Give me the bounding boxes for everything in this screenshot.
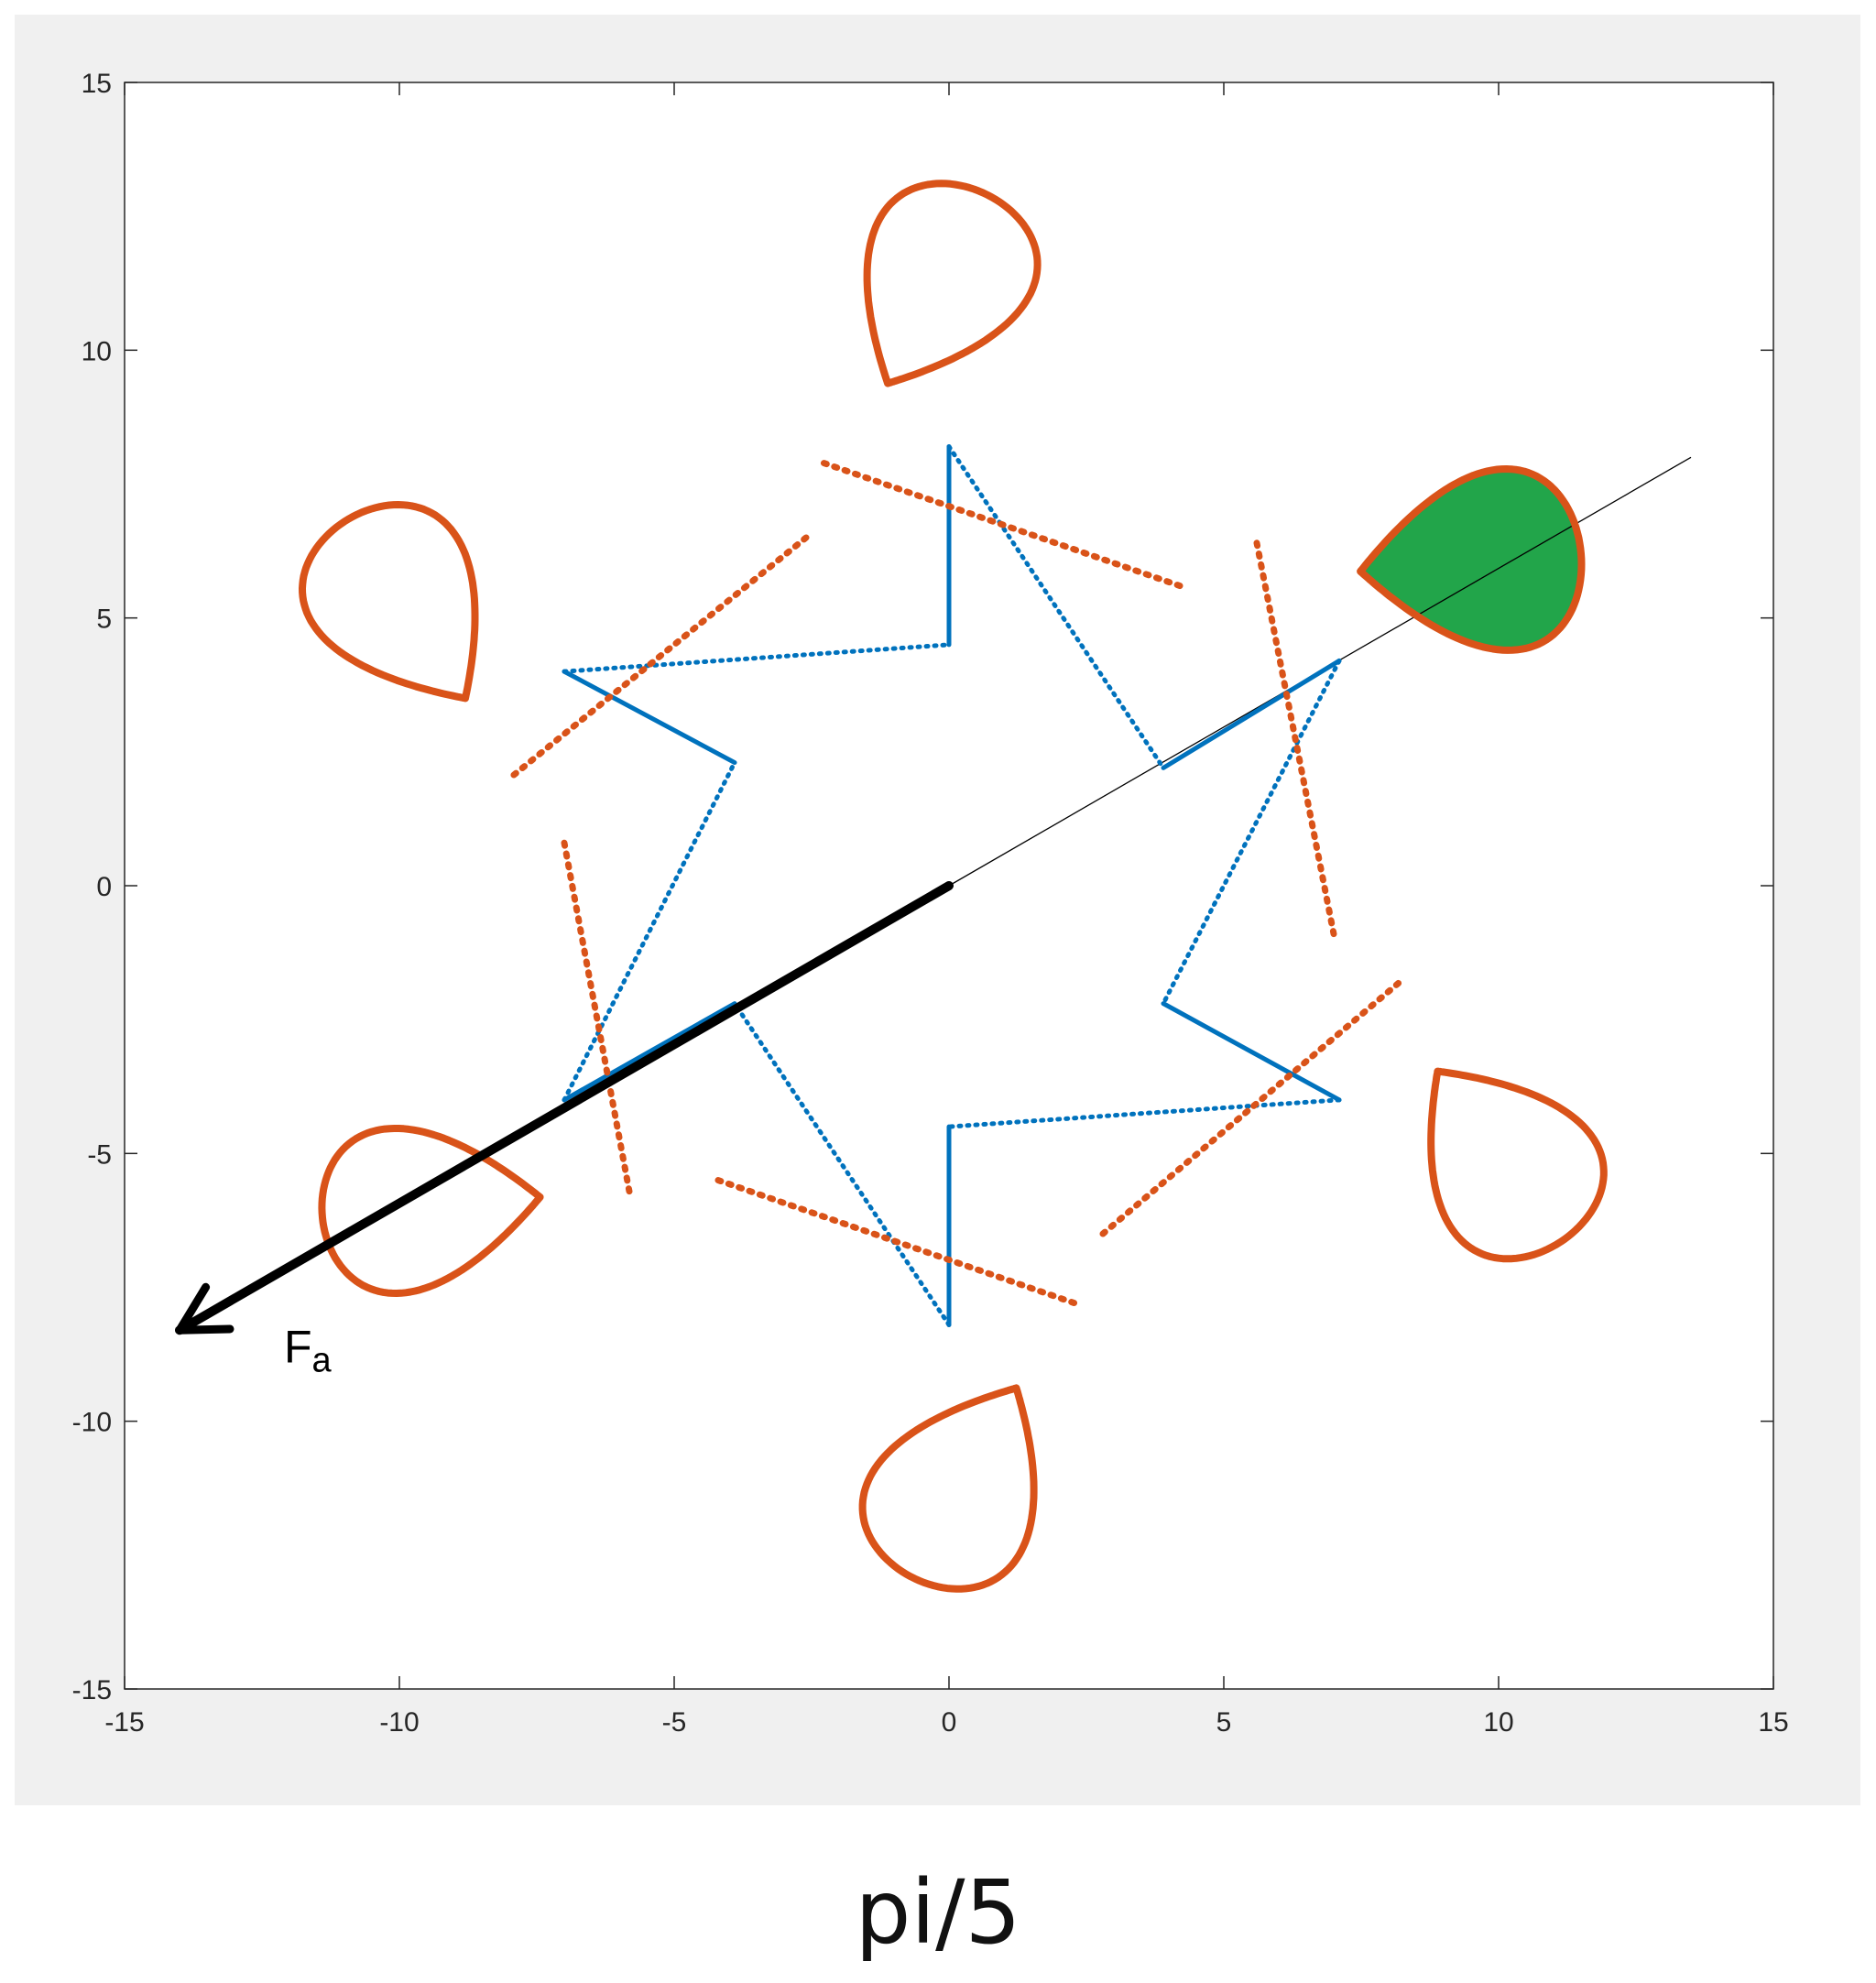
orange-dotted-segment bbox=[1099, 978, 1403, 1237]
data-layer bbox=[299, 180, 1692, 1593]
orange-loop-6 bbox=[1427, 1067, 1608, 1263]
y-tick-label: 5 bbox=[96, 605, 112, 635]
figure-panel: Fa -15 -10 -5 0 5 10 15 15 10 5 0 -5 -10 -15 bbox=[15, 15, 1860, 1805]
orange-dotted-segment bbox=[819, 459, 1183, 590]
blue-solid-segment bbox=[562, 1001, 737, 1103]
arrow-layer: Fa bbox=[175, 881, 954, 1379]
blue-dotted-segment bbox=[946, 1097, 1342, 1129]
x-tick-label: -5 bbox=[662, 1707, 687, 1738]
blue-dotted-segment bbox=[562, 642, 952, 674]
blue-solid-segment bbox=[562, 669, 737, 766]
blue-dotted-segment bbox=[1161, 658, 1342, 1007]
force-label-sub: a bbox=[312, 1341, 333, 1379]
x-tick-label: 5 bbox=[1216, 1707, 1232, 1738]
y-tick-label: 10 bbox=[82, 336, 112, 366]
orange-loop-2 bbox=[863, 180, 1042, 387]
y-tick-label: 15 bbox=[82, 69, 112, 99]
y-tick-label: -10 bbox=[72, 1408, 112, 1438]
force-arrow-head bbox=[175, 1282, 234, 1335]
plot-canvas: Fa -15 -10 -5 0 5 10 15 15 10 5 0 -5 -10 -15 bbox=[72, 69, 1789, 1738]
force-label: Fa bbox=[284, 1321, 333, 1379]
x-tick-label: 15 bbox=[1758, 1707, 1788, 1738]
orange-dotted-segment bbox=[714, 1177, 1079, 1307]
y-tick-label: -15 bbox=[72, 1675, 112, 1705]
orange-dotted-segment bbox=[561, 839, 634, 1200]
x-tick-label: 0 bbox=[942, 1707, 957, 1738]
y-tick-label: 0 bbox=[96, 872, 112, 902]
blue-dotted-segment bbox=[946, 444, 1166, 770]
blue-solid-segment bbox=[1161, 1001, 1342, 1103]
force-arrow-shaft bbox=[175, 881, 954, 1335]
orange-dotted-segment bbox=[1253, 539, 1337, 938]
x-tick-label: -15 bbox=[104, 1707, 144, 1738]
blue-dotted-segment bbox=[562, 760, 737, 1103]
blue-dotted-segment bbox=[732, 1001, 952, 1327]
orange-loop-1 bbox=[1357, 465, 1586, 654]
tick-layer: -15 -10 -5 0 5 10 15 15 10 5 0 -5 -10 -15 bbox=[72, 69, 1789, 1738]
y-tick-label: -5 bbox=[87, 1139, 112, 1170]
blue-solid-segment bbox=[1161, 658, 1342, 770]
x-tick-label: 10 bbox=[1483, 1707, 1513, 1738]
orange-loop-3 bbox=[299, 501, 479, 703]
force-label-main: F bbox=[284, 1321, 312, 1372]
orange-dotted-segment bbox=[506, 534, 810, 782]
orange-loop-5 bbox=[858, 1384, 1038, 1593]
x-tick-label: -10 bbox=[379, 1707, 419, 1738]
figure-caption: pi/5 bbox=[855, 1861, 1021, 1964]
